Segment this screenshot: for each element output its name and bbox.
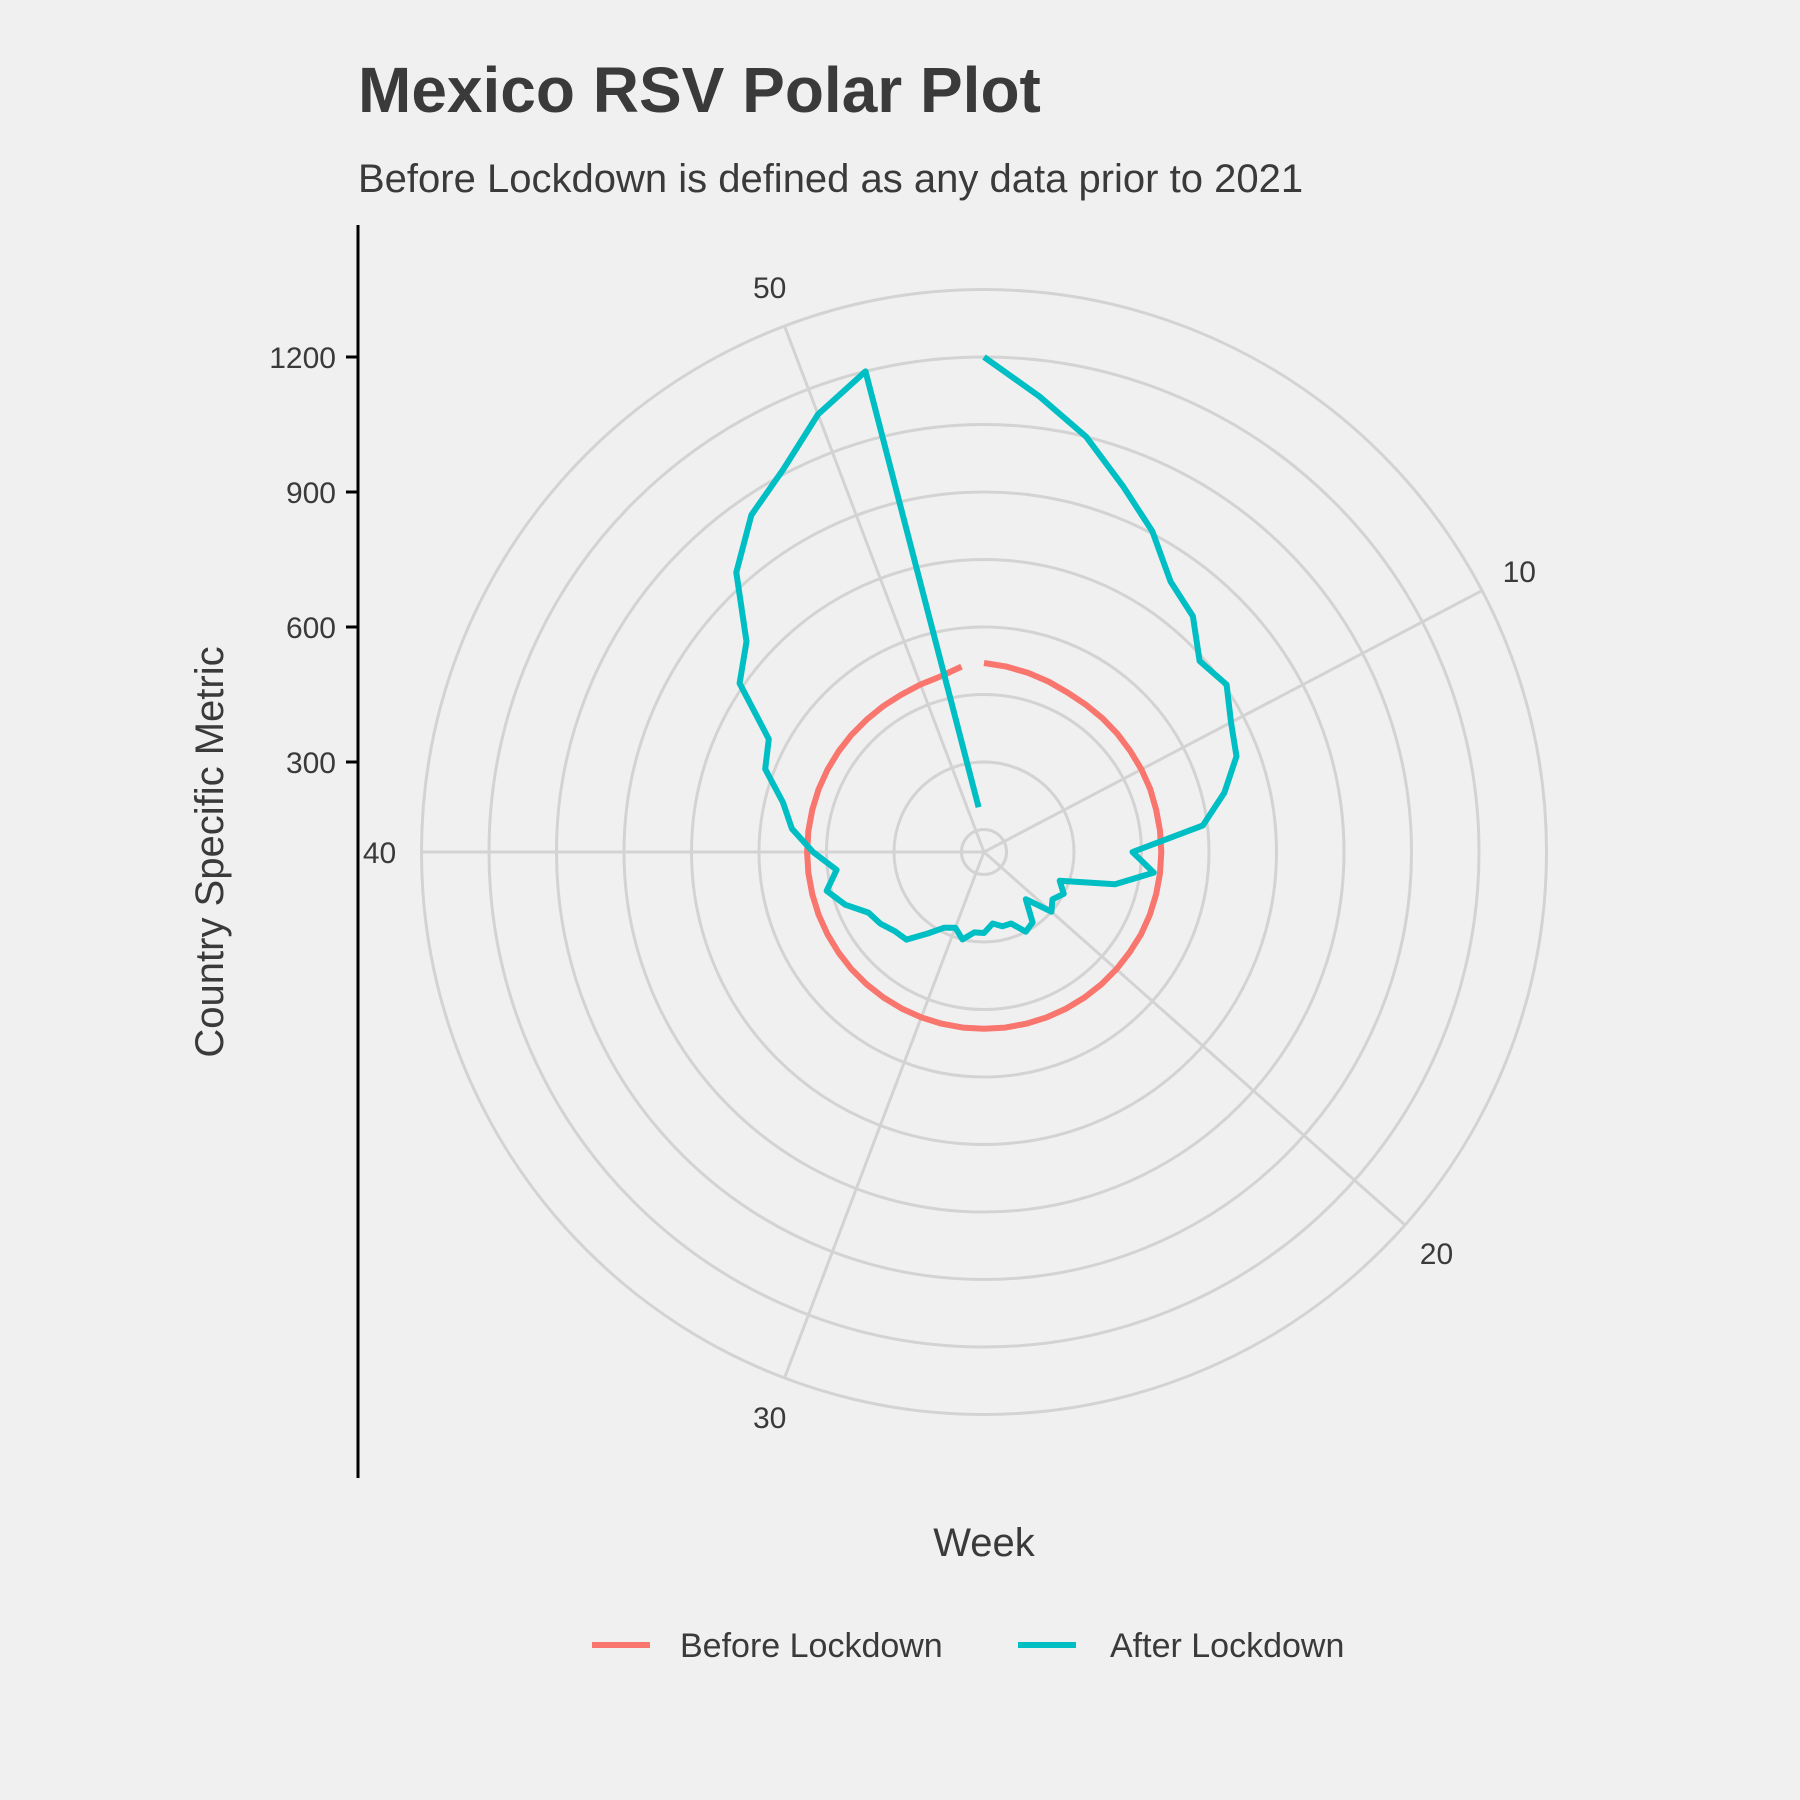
r-tick-label: 900 (286, 477, 336, 510)
theta-tick-label: 30 (753, 1402, 786, 1435)
chart-title: Mexico RSV Polar Plot (358, 54, 1041, 126)
grid-spoke (783, 851, 986, 1379)
theta-tick-label: 50 (753, 272, 786, 305)
r-axis-ticks: 300 600 900 1200 (269, 342, 358, 780)
x-axis-title: Week (933, 1521, 1036, 1565)
legend-label-before-lockdown: Before Lockdown (680, 1627, 943, 1665)
grid-spoke (983, 850, 1407, 1227)
series-line-after-lockdown (733, 354, 1240, 943)
chart-subtitle: Before Lockdown is defined as any data p… (358, 157, 1303, 201)
theta-tick-label: 10 (1503, 556, 1536, 589)
r-tick-label: 300 (286, 747, 336, 780)
series-line-before-lockdown (804, 660, 1165, 1032)
r-tick-label: 1200 (269, 342, 336, 375)
theta-tick-labels: 10 20 30 40 50 (363, 272, 1536, 1435)
theta-tick-label: 20 (1420, 1238, 1453, 1271)
series-lines (733, 354, 1240, 1032)
theta-tick-label: 40 (363, 837, 396, 870)
legend-label-after-lockdown: After Lockdown (1110, 1627, 1344, 1665)
y-axis-title: Country Specific Metric (188, 646, 232, 1057)
grid-spoke (783, 325, 986, 853)
r-tick-label: 600 (286, 612, 336, 645)
polar-grid (420, 288, 1548, 1416)
legend: Before Lockdown After Lockdown (592, 1627, 1344, 1665)
